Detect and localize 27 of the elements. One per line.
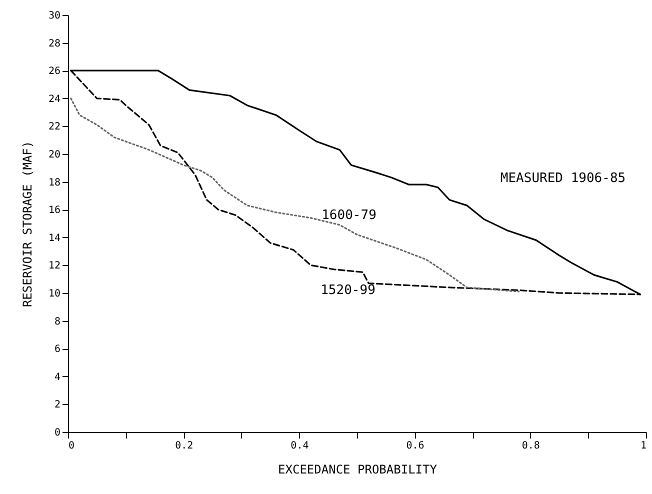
x-tick-label: 0.6 <box>406 440 424 452</box>
y-tick-label: 28 <box>48 38 60 50</box>
y-tick-label: 2 <box>54 400 60 411</box>
y-axis-title: RESERVOIR STORAGE (MAF) <box>20 140 34 308</box>
y-tick-label: 22 <box>48 122 60 133</box>
y-tick-label: 14 <box>48 232 60 244</box>
series-label: 1600-79 <box>322 208 376 223</box>
x-tick-label: 0.8 <box>522 440 540 452</box>
x-tick-label: 1 <box>640 440 646 452</box>
y-tick-label: 16 <box>48 205 60 216</box>
y-tick-label: 8 <box>54 316 60 328</box>
y-tick-label: 10 <box>48 288 60 300</box>
y-tick-label: 0 <box>54 428 60 438</box>
y-tick-label: 20 <box>48 150 60 160</box>
y-tick-label: 18 <box>48 177 60 188</box>
x-tick-label: 0 <box>68 440 75 452</box>
x-axis-title: EXCEEDANCE PROBABILITY <box>278 462 438 476</box>
x-tick-label: 0.4 <box>290 440 309 452</box>
y-tick-label: 6 <box>54 344 60 356</box>
y-tick-label: 26 <box>48 66 60 78</box>
x-tick-label: 0.2 <box>175 440 194 452</box>
y-tick-label: 30 <box>48 10 60 22</box>
y-tick-label: 12 <box>48 260 60 272</box>
y-tick-label: 24 <box>48 94 60 105</box>
series-label: 1520-99 <box>320 283 376 298</box>
y-tick-label: 4 <box>54 372 60 383</box>
text: MEASURED 1906-85 <box>500 171 626 186</box>
